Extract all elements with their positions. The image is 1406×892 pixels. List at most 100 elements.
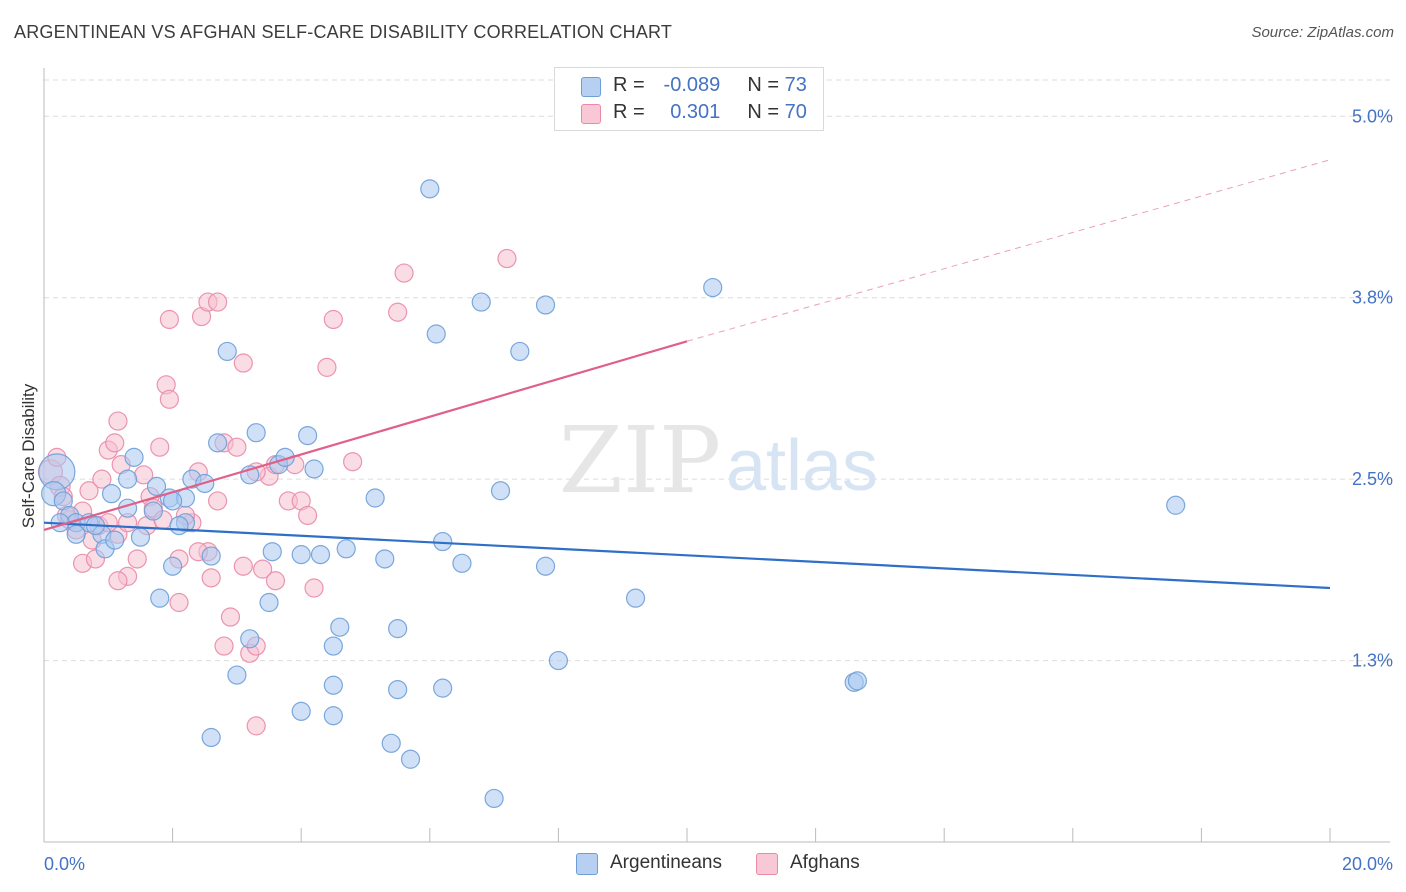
afghan-point [208,292,228,312]
argentinean-point [471,292,491,312]
argentinean-point [310,545,331,565]
afghan-point [92,469,112,489]
legend-n-value: 73 [784,74,807,96]
y-tick-label: 5.0% [1352,106,1393,126]
argentinean-point [291,545,311,565]
trend-lines [43,159,1331,590]
argentinean-point [400,749,421,769]
argentinean-point [208,433,228,453]
afghan-point [265,571,286,591]
afghan-point [105,433,125,453]
afghan-trend-line [43,340,688,531]
argentinean-point [323,706,343,726]
argentinean-point [388,619,408,639]
argentinean-point [66,524,86,544]
afghan-point [388,302,408,322]
afghan-point [214,636,234,656]
argentinean-point [625,588,646,608]
argentinean-point [381,733,401,753]
legend-r-label: R = [613,101,645,123]
argentinean-point [163,556,183,576]
legend-r-value: 0.301 [670,101,721,123]
argentinean-point [323,675,343,695]
argentinean-point [262,542,282,562]
argentinean-point [484,788,504,809]
argentinean-point [433,678,453,698]
afghan-point [233,353,253,373]
argentinean-point [336,539,356,559]
argentinean-point [217,341,237,362]
legend-n-label: N = [747,74,780,96]
argentinean-point [703,277,723,298]
argentinean-point [490,481,511,501]
argentinean-point [124,447,144,467]
argentinean-point [291,701,311,721]
afghan-point [169,592,189,613]
bottom-legend-label: Afghans [790,852,860,873]
afghan-point [304,578,324,598]
argentinean-trend-line [43,521,1331,590]
argentinean-point [548,650,569,671]
legend-r-label: R = [613,74,645,96]
data-points [37,179,1186,809]
argentinean-point [101,484,122,504]
argentinean-point [169,515,189,536]
afghan-point [108,571,128,591]
argentinean-point [452,553,472,573]
legend-swatch-blue [581,77,601,97]
y-tick-label: 1.3% [1352,651,1393,671]
afghan-point [201,568,221,588]
argentinean-point [304,459,324,479]
argentinean-point [259,592,279,613]
legend-text: R = -0.089 N = 73 [613,74,807,97]
afghan-point [246,716,266,736]
y-tick-label: 2.5% [1352,469,1393,489]
tick-labels: 1.3% 2.5% 3.8% 5.0% 0.0% 20.0% [44,106,1393,874]
legend-text: R = 0.301 N = 70 [613,101,807,124]
afghan-point [227,437,247,457]
legend-n-label: N = [747,101,780,123]
chart-title: ARGENTINEAN VS AFGHAN SELF-CARE DISABILI… [14,22,673,42]
afghan-point [497,248,517,269]
afghan-point [108,411,128,431]
afghan-point [323,309,343,330]
afghan-point [159,389,179,409]
afghan-trend-extension [686,159,1331,342]
argentinean-point [298,426,318,446]
y-axis-label: Self-Care Disability [19,383,38,528]
afghan-point [343,452,363,472]
argentinean-point [201,546,221,566]
legend-swatch-pink [581,104,601,124]
afghan-point [79,481,99,501]
afghan-point [150,437,170,457]
watermark-zip: ZIP [559,407,721,514]
y-tick-label: 3.8% [1352,288,1393,308]
argentinean-point [130,527,151,547]
x-tick-label: 0.0% [44,854,85,874]
bottom-legend-label: Argentineans [610,852,722,873]
argentinean-point [375,549,395,569]
argentinean-point [246,423,266,443]
x-tick-label: 20.0% [1342,854,1393,874]
afghan-point [317,357,337,377]
argentinean-point [847,671,867,691]
afghan-point [298,505,318,526]
afghan-point [208,491,228,511]
argentinean-point [105,530,125,550]
argentinean-point [240,629,260,649]
argentinean-point [323,636,343,656]
afghan-point [220,607,241,627]
argentinean-point [420,179,440,199]
chart-source: Source: ZipAtlas.com [1251,24,1394,41]
afghan-point [233,556,253,576]
legend-n-value: 70 [784,101,807,123]
swatch-afghans [756,853,778,875]
argentinean-point [117,469,138,489]
afghan-point [253,559,273,579]
argentinean-point [365,488,385,508]
argentinean-point [143,501,163,521]
watermark-atlas: atlas [726,426,878,506]
argentinean-point [1166,495,1186,515]
argentinean-point [201,727,221,748]
